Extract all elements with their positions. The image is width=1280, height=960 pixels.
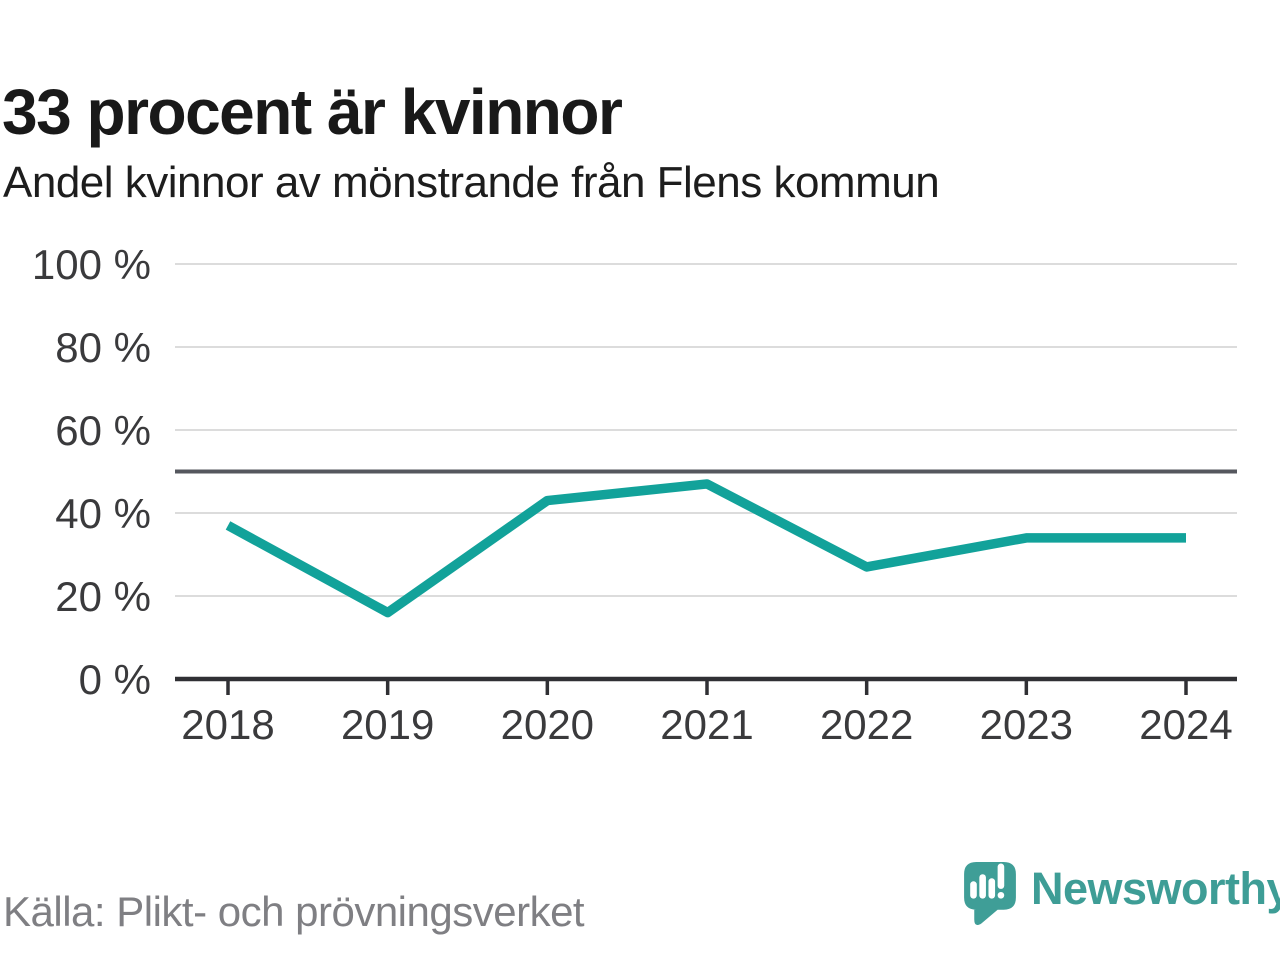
x-tick-label: 2023	[980, 701, 1073, 748]
y-tick-label: 100 %	[32, 241, 151, 288]
chart-subtitle: Andel kvinnor av mönstrande från Flens k…	[3, 158, 940, 207]
x-tick-label: 2024	[1139, 701, 1232, 748]
x-tick-label: 2019	[341, 701, 434, 748]
x-tick-label: 2022	[820, 701, 913, 748]
trend-line	[225, 479, 1186, 618]
y-tick-label: 40 %	[55, 490, 151, 537]
x-tick-label: 2018	[181, 701, 274, 748]
y-tick-label: 0 %	[79, 656, 151, 703]
brand-name: Newsworthy	[1031, 863, 1280, 914]
source-text: Källa: Plikt- och prövningsverket	[3, 888, 585, 935]
y-tick-label: 80 %	[55, 324, 151, 371]
y-tick-label: 60 %	[55, 407, 151, 454]
x-tick-label: 2020	[501, 701, 594, 748]
bar-chart-speech-bubble-icon	[964, 862, 1016, 926]
newsworthy-logo: Newsworthy	[964, 862, 1280, 926]
y-tick-label: 20 %	[55, 573, 151, 620]
x-tick-label: 2021	[660, 701, 753, 748]
page-title: 33 procent är kvinnor	[2, 75, 623, 148]
